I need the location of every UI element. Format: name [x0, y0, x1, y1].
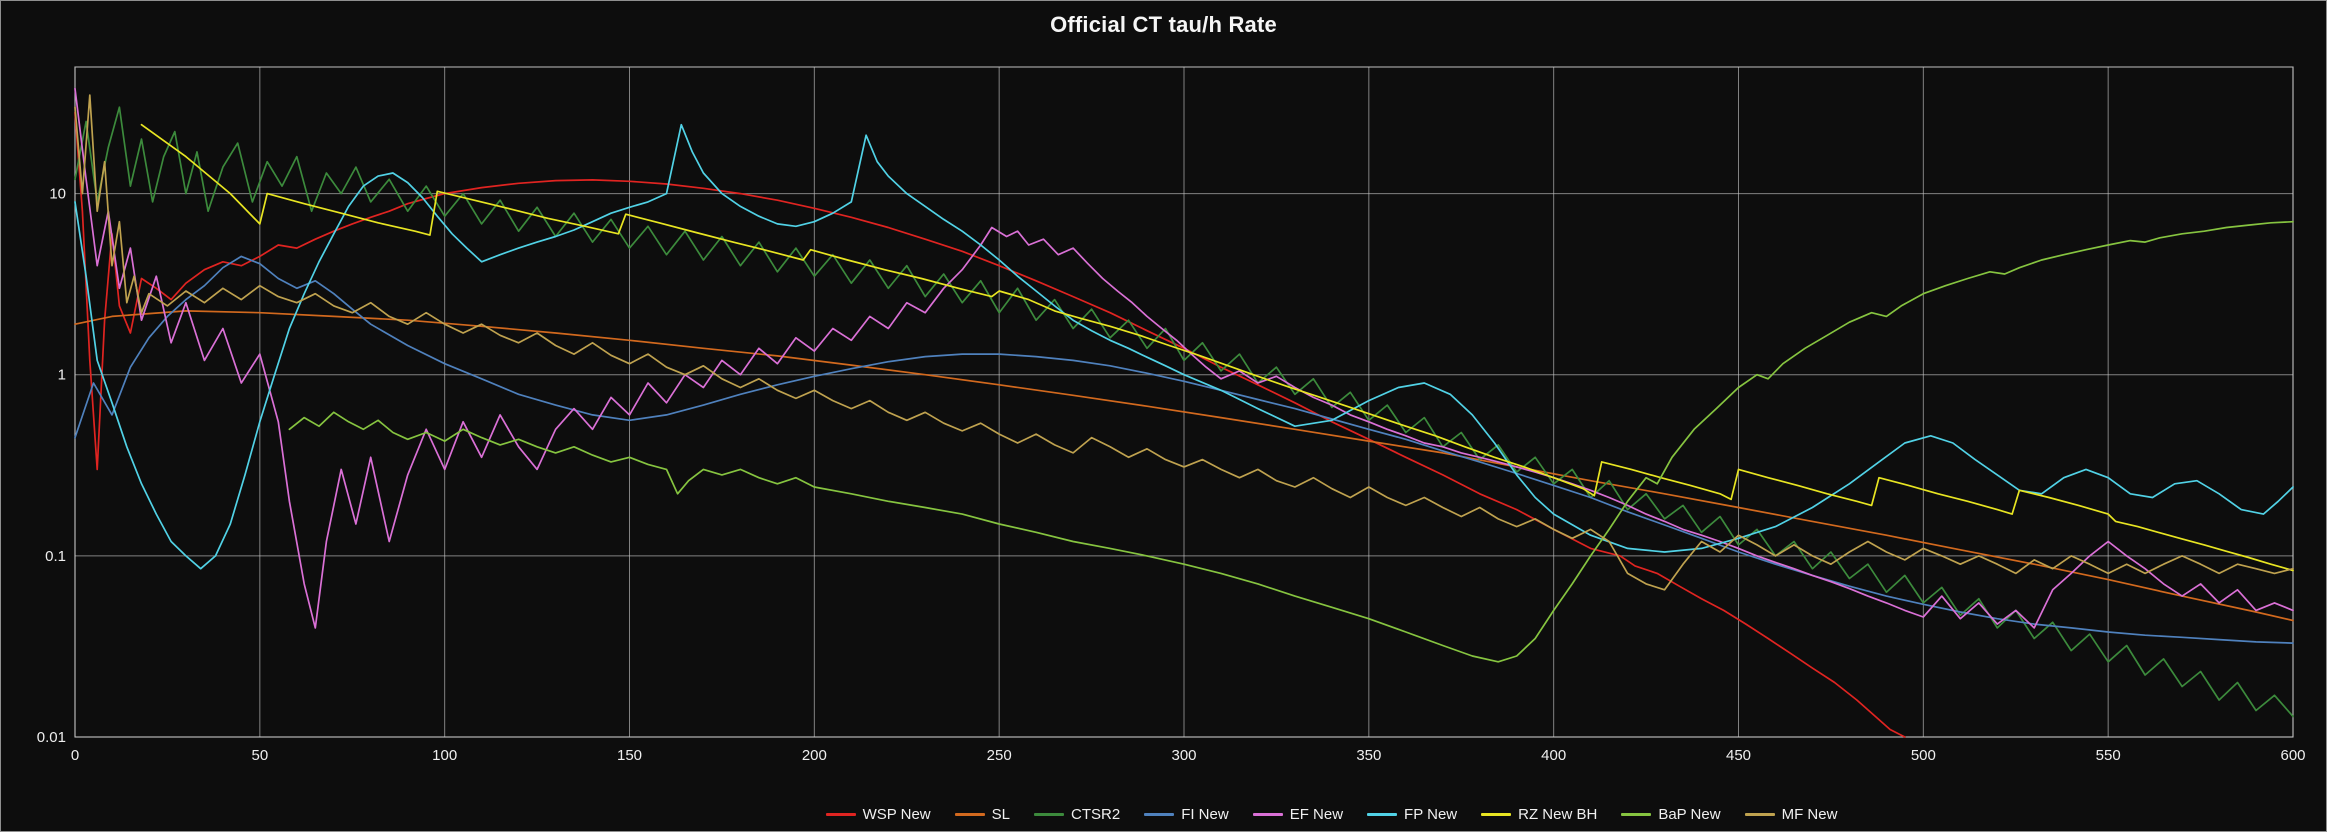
legend-item-bap-new: BaP New	[1621, 806, 1721, 823]
legend-item-ef-new: EF New	[1252, 806, 1344, 823]
plot-frame	[74, 66, 2294, 738]
x-tick-label: 500	[1911, 747, 1936, 764]
y-tick-label: 0.01	[37, 729, 66, 746]
legend-item-fi-new: FI New	[1144, 806, 1229, 823]
series-line-mf-new	[74, 94, 2294, 591]
legend-swatch-rz-new-bh	[1481, 813, 1512, 816]
legend-item-fp-new: FP New	[1367, 806, 1457, 823]
x-tick-label: 600	[2280, 747, 2305, 764]
legend-label-fp-new: FP New	[1404, 806, 1458, 823]
legend-label-sl: SL	[991, 806, 1010, 823]
chart-title: Official CT tau/h Rate	[1050, 12, 1277, 37]
x-tick-label: 100	[432, 747, 457, 764]
legend-swatch-bap-new	[1621, 813, 1652, 816]
x-tick-label: 550	[2096, 747, 2121, 764]
series-line-sl	[74, 310, 2294, 622]
legend-swatch-mf-new	[1744, 813, 1775, 816]
x-tick-label: 150	[617, 747, 642, 764]
legend: WSP New SL CTSR2 FI New EF New FP New RZ New B…	[169, 806, 2326, 823]
y-tick-label: 1	[58, 367, 66, 384]
legend-item-mf-new: MF New	[1744, 806, 1838, 823]
legend-label-rz-new-bh: RZ New BH	[1518, 806, 1598, 823]
y-tick-label: 10	[49, 186, 66, 203]
series-line-ef-new	[74, 87, 2294, 629]
x-tick-label: 350	[1356, 747, 1381, 764]
legend-item-wsp-new: WSP New	[825, 806, 931, 823]
legend-label-ctsr2: CTSR2	[1071, 806, 1121, 823]
x-tick-label: 200	[802, 747, 827, 764]
legend-label-fi-new: FI New	[1181, 806, 1229, 823]
legend-swatch-fi-new	[1144, 813, 1175, 816]
x-tick-label: 50	[251, 747, 268, 764]
x-tick-label: 0	[71, 747, 79, 764]
legend-item-rz-new-bh: RZ New BH	[1481, 806, 1597, 823]
x-tick-label: 250	[987, 747, 1012, 764]
series-line-bap-new	[288, 220, 2294, 663]
legend-swatch-sl	[954, 813, 985, 816]
legend-swatch-ef-new	[1252, 813, 1283, 816]
x-tick-label: 400	[1541, 747, 1566, 764]
legend-item-ctsr2: CTSR2	[1034, 806, 1120, 823]
series-line-fi-new	[74, 255, 2294, 644]
legend-label-mf-new: MF New	[1781, 806, 1838, 823]
legend-swatch-fp-new	[1367, 813, 1398, 816]
legend-label-bap-new: BaP New	[1658, 806, 1721, 823]
legend-swatch-ctsr2	[1034, 813, 1064, 816]
x-tick-label: 300	[1171, 747, 1196, 764]
y-tick-label: 0.1	[45, 548, 66, 565]
series-line-rz-new-bh	[140, 123, 2294, 572]
legend-label-wsp-new: WSP New	[862, 806, 931, 823]
legend-label-ef-new: EF New	[1289, 806, 1344, 823]
legend-item-sl: SL	[954, 806, 1010, 823]
legend-swatch-wsp-new	[825, 813, 856, 816]
x-tick-label: 450	[1726, 747, 1751, 764]
series-line-fp-new	[74, 123, 2294, 570]
